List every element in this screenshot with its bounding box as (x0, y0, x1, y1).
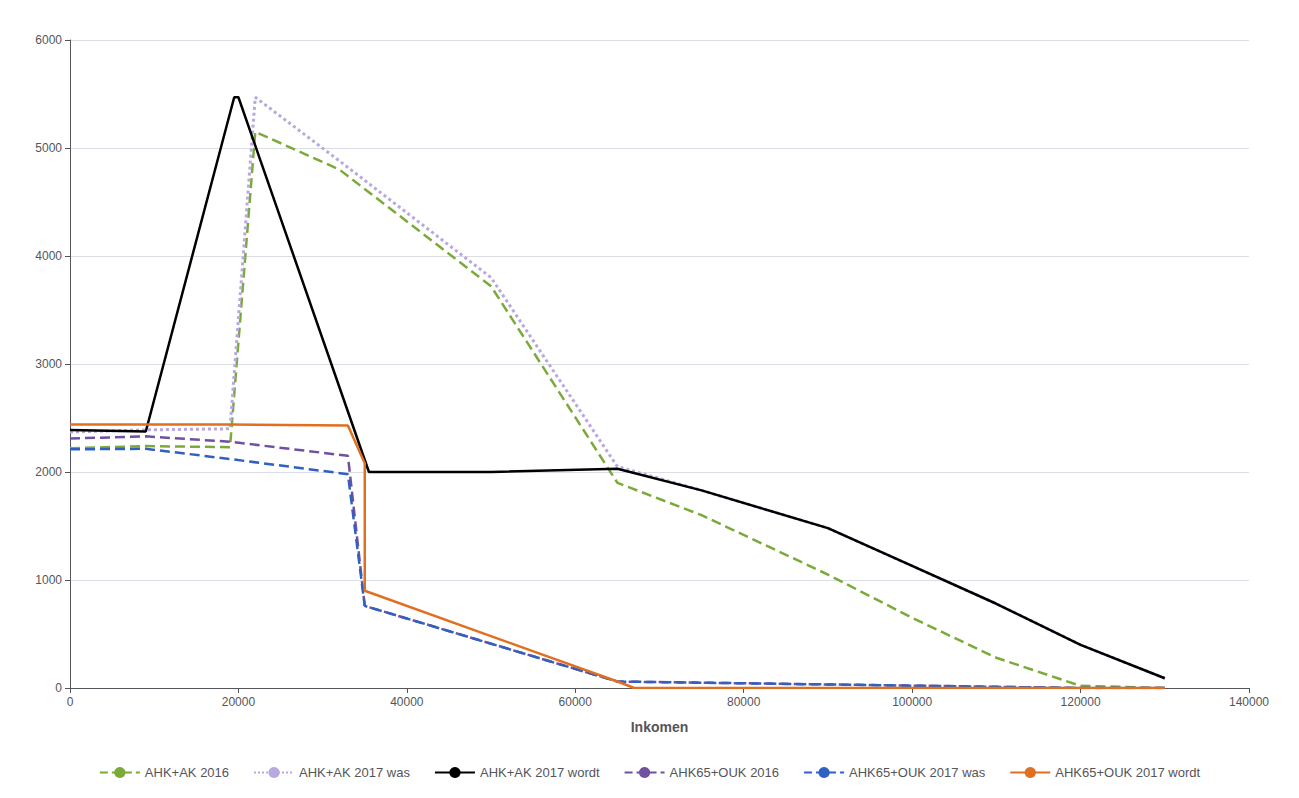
svg-text:AHK65+OUK 2016: AHK65+OUK 2016 (670, 765, 779, 780)
svg-text:60000: 60000 (559, 695, 593, 709)
svg-text:0: 0 (67, 695, 74, 709)
svg-text:4000: 4000 (35, 249, 62, 263)
svg-text:6000: 6000 (35, 33, 62, 47)
svg-text:1000: 1000 (35, 573, 62, 587)
svg-text:20000: 20000 (222, 695, 256, 709)
svg-text:AHK65+OUK 2017 was: AHK65+OUK 2017 was (849, 765, 986, 780)
svg-text:120000: 120000 (1061, 695, 1101, 709)
svg-text:5000: 5000 (35, 141, 62, 155)
svg-text:0: 0 (55, 681, 62, 695)
svg-text:2000: 2000 (35, 465, 62, 479)
svg-text:100000: 100000 (892, 695, 932, 709)
svg-text:AHK65+OUK 2017 wordt: AHK65+OUK 2017 wordt (1055, 765, 1200, 780)
svg-text:3000: 3000 (35, 357, 62, 371)
svg-text:40000: 40000 (390, 695, 424, 709)
svg-text:AHK+AK 2017 wordt: AHK+AK 2017 wordt (480, 765, 600, 780)
svg-text:AHK+AK 2017 was: AHK+AK 2017 was (299, 765, 410, 780)
svg-text:80000: 80000 (727, 695, 761, 709)
svg-text:AHK+AK 2016: AHK+AK 2016 (145, 765, 229, 780)
svg-text:Inkomen: Inkomen (631, 719, 689, 735)
svg-text:140000: 140000 (1229, 695, 1269, 709)
